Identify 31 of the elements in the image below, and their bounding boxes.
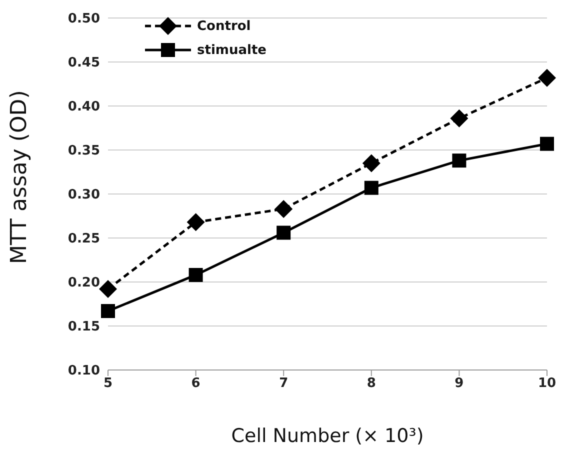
y-tick-label: 0.35 (68, 144, 100, 159)
y-tick-label: 0.15 (68, 320, 100, 335)
point (538, 68, 556, 87)
point (452, 154, 466, 168)
legend-label: Control (197, 18, 251, 34)
point (99, 280, 117, 298)
point (364, 180, 378, 195)
x-tick-label: 6 (191, 376, 200, 392)
x-axis-title: Cell Number (× 10³) (231, 425, 424, 447)
x-tick-label: 9 (454, 376, 464, 392)
x-tick-label: 8 (366, 376, 376, 392)
x-tick-label: 10 (538, 376, 556, 392)
y-tick-label: 0.25 (68, 232, 100, 247)
y-tick-label: 0.20 (68, 276, 100, 291)
point (450, 109, 468, 128)
legend-label: stimualte (197, 42, 266, 58)
point (188, 268, 203, 282)
point (276, 226, 291, 240)
point (362, 154, 380, 172)
point (274, 200, 293, 218)
y-tick-label: 0.40 (68, 100, 100, 115)
y-tick-label: 0.30 (68, 188, 100, 203)
y-tick-label: 0.10 (68, 364, 100, 379)
x-tick-label: 5 (103, 376, 113, 392)
y-tick-label: 0.45 (68, 56, 100, 71)
point (101, 304, 115, 318)
point (540, 136, 554, 151)
y-axis-title: MTT assay (OD) (6, 90, 32, 264)
y-tick-label: 0.50 (68, 12, 100, 27)
x-tick-label: 7 (279, 376, 288, 392)
point (186, 213, 205, 232)
